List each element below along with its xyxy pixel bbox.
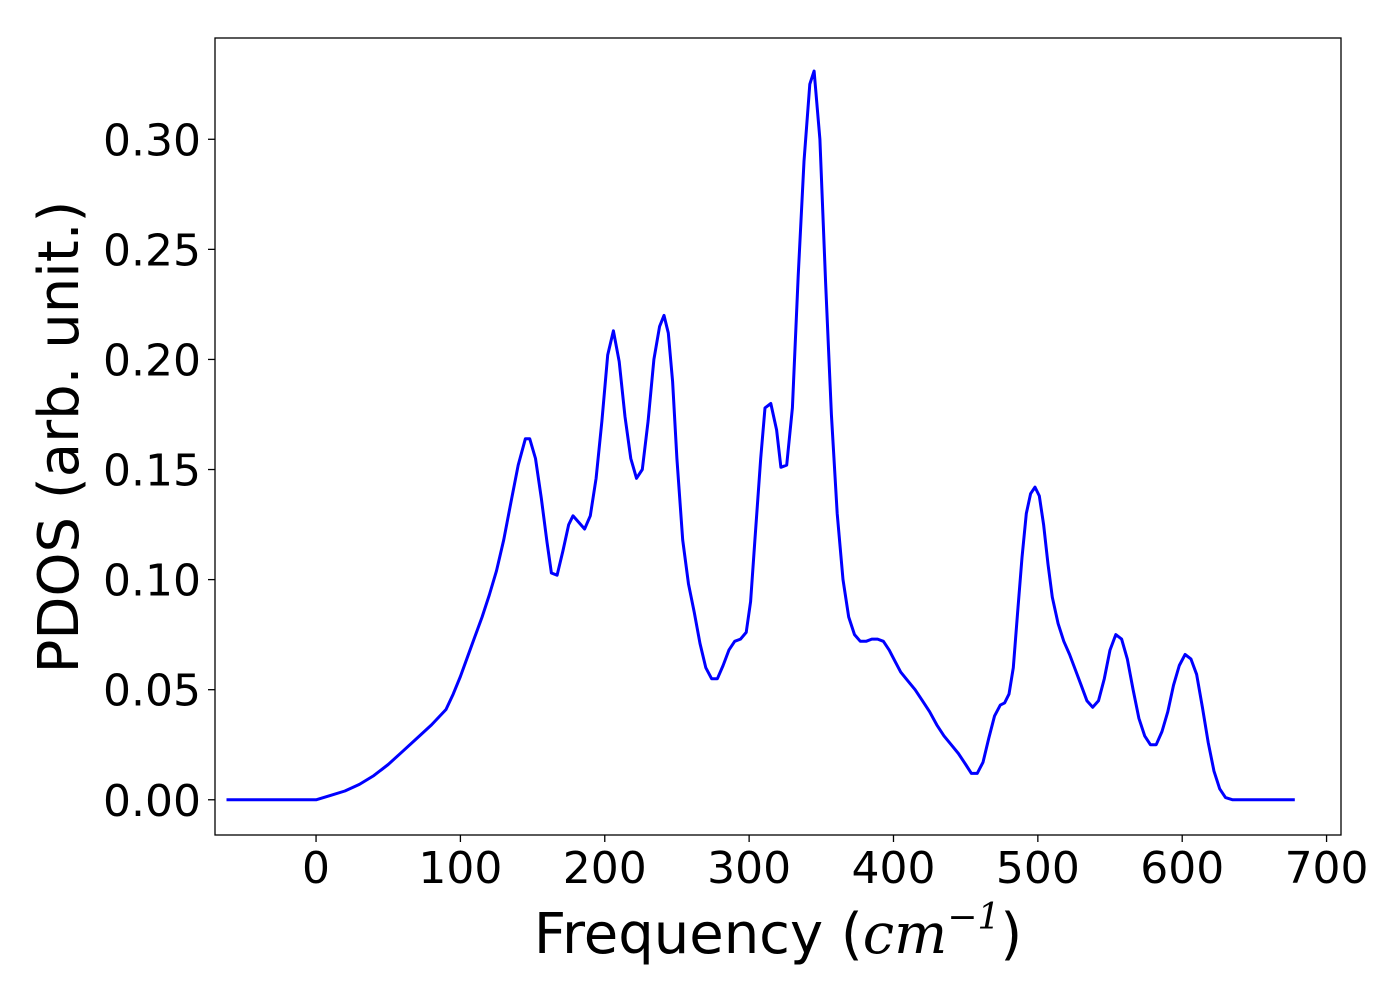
x-tick-label: 700: [1285, 843, 1369, 894]
x-tick-label: 400: [851, 843, 935, 894]
y-axis-ticks: 0.00 0.05 0.10 0.15 0.20 0.25 0.30: [103, 115, 215, 827]
x-tick-label: 100: [418, 843, 502, 894]
y-tick-label: 0.30: [103, 115, 201, 166]
x-axis-title-unit: cm: [863, 902, 947, 967]
y-tick-label: 0.00: [103, 776, 201, 827]
pdos-series-line: [226, 69, 1295, 802]
x-axis-ticks: 0 100 200 300 400 500 600 700: [302, 835, 1369, 894]
y-tick-label: 0.05: [103, 666, 201, 717]
y-tick-label: 0.20: [103, 335, 201, 386]
x-tick-label: 300: [707, 843, 791, 894]
y-tick-label: 0.25: [103, 225, 201, 276]
x-tick-label: 600: [1140, 843, 1224, 894]
x-tick-label: 200: [563, 843, 647, 894]
x-tick-label: 0: [302, 843, 330, 894]
y-axis-title: PDOS (arb. unit.): [27, 201, 92, 674]
x-axis-title-exponent: −1: [947, 897, 1000, 938]
y-tick-label: 0.15: [103, 446, 201, 497]
x-axis-title-close: ): [1000, 902, 1022, 967]
x-tick-label: 500: [996, 843, 1080, 894]
y-tick-label: 0.10: [103, 556, 201, 607]
plot-area-frame: [214, 37, 1342, 836]
x-axis-title: Frequency (cm−1): [534, 897, 1022, 967]
x-axis-title-text: Frequency: [534, 902, 841, 967]
x-axis-title-open: (: [841, 902, 863, 967]
